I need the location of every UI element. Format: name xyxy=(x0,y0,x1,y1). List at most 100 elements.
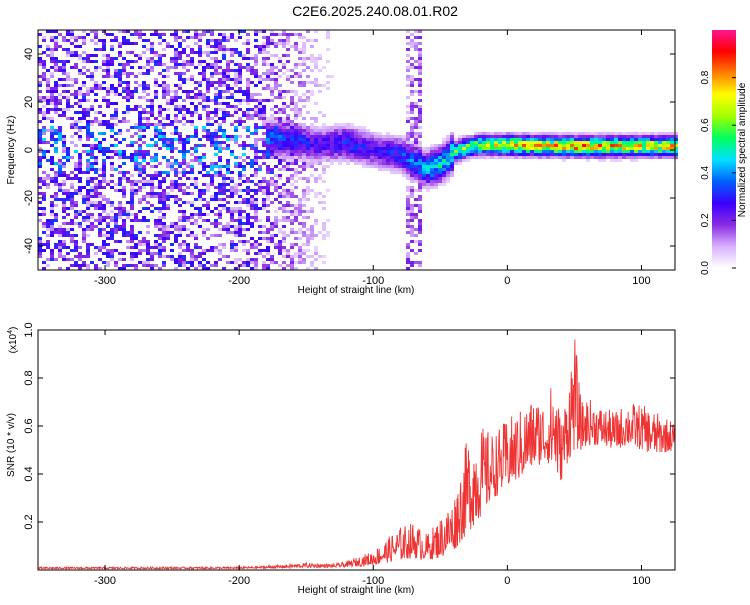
spectrogram-cell xyxy=(142,117,146,120)
spectrogram-cell xyxy=(126,180,130,183)
spectrogram-cell xyxy=(106,183,110,186)
spectrogram-cell xyxy=(50,162,54,165)
spectrogram-cell xyxy=(498,132,502,135)
spectrogram-cell xyxy=(86,225,90,228)
spectrogram-cell xyxy=(154,129,158,132)
spectrogram-cell xyxy=(162,201,166,204)
spectrogram-cell xyxy=(418,261,422,264)
spectrogram-cell xyxy=(162,213,166,216)
spectrogram-cell xyxy=(162,198,166,201)
spectrogram-cell xyxy=(594,150,598,153)
spectrogram-cell xyxy=(518,135,522,138)
spectrogram-cell xyxy=(266,198,270,201)
spectrogram-cell xyxy=(182,225,186,228)
y-tick-label: 0.2 xyxy=(23,514,35,529)
spectrogram-cell xyxy=(54,57,58,60)
spectrogram-cell xyxy=(178,243,182,246)
spectrogram-cell xyxy=(114,213,118,216)
spectrogram-cell xyxy=(534,153,538,156)
spectrogram-cell xyxy=(138,219,142,222)
spectrogram-cell xyxy=(82,264,86,267)
spectrogram-cell xyxy=(370,156,374,159)
spectrogram-cell xyxy=(546,138,550,141)
spectrogram-cell xyxy=(150,48,154,51)
spectrogram-cell xyxy=(182,78,186,81)
spectrogram-cell xyxy=(274,234,278,237)
spectrogram-cell xyxy=(290,150,294,153)
spectrogram-cell xyxy=(102,150,106,153)
spectrogram-cell xyxy=(98,123,102,126)
spectrogram-cell xyxy=(266,189,270,192)
spectrogram-cell xyxy=(222,114,226,117)
spectrogram-cell xyxy=(286,180,290,183)
spectrogram-cell xyxy=(302,249,306,252)
spectrogram-cell xyxy=(90,225,94,228)
spectrogram-cell xyxy=(222,177,226,180)
spectrogram-cell xyxy=(538,141,542,144)
spectrogram-cell xyxy=(138,171,142,174)
spectrogram-cell xyxy=(546,132,550,135)
spectrogram-cell xyxy=(86,171,90,174)
spectrogram-cell xyxy=(194,213,198,216)
spectrogram-cell xyxy=(318,129,322,132)
spectrogram-cell xyxy=(158,216,162,219)
spectrogram-cell xyxy=(90,243,94,246)
spectrogram-cell xyxy=(130,33,134,36)
spectrogram-cell xyxy=(266,210,270,213)
spectrogram-cell xyxy=(478,147,482,150)
spectrogram-cell xyxy=(418,66,422,69)
spectrogram-cell xyxy=(70,240,74,243)
spectrogram-cell xyxy=(198,144,202,147)
spectrogram-cell xyxy=(222,204,226,207)
spectrogram-cell xyxy=(302,216,306,219)
spectrogram-cell xyxy=(414,213,418,216)
spectrogram-cell xyxy=(58,267,62,270)
spectrogram-cell xyxy=(378,150,382,153)
spectrogram-cell xyxy=(230,216,234,219)
spectrogram-cell xyxy=(174,162,178,165)
spectrogram-cell xyxy=(286,234,290,237)
spectrogram-cell xyxy=(146,195,150,198)
spectrogram-cell xyxy=(122,192,126,195)
spectrogram-cell xyxy=(294,141,298,144)
spectrogram-cell xyxy=(358,138,362,141)
spectrogram-cell xyxy=(118,69,122,72)
spectrogram-cell xyxy=(114,183,118,186)
spectrogram-cell xyxy=(182,138,186,141)
spectrogram-cell xyxy=(42,39,46,42)
spectrogram-cell xyxy=(222,183,226,186)
spectrogram-cell xyxy=(166,99,170,102)
spectrogram-cell xyxy=(194,87,198,90)
spectrogram-cell xyxy=(190,234,194,237)
spectrogram-cell xyxy=(50,36,54,39)
spectrogram-cell xyxy=(110,126,114,129)
spectrogram-cell xyxy=(414,132,418,135)
spectrogram-cell xyxy=(238,36,242,39)
spectrogram-cell xyxy=(202,183,206,186)
spectrogram-cell xyxy=(162,96,166,99)
spectrogram-cell xyxy=(202,228,206,231)
spectrogram-cell xyxy=(638,141,642,144)
spectrogram-cell xyxy=(566,132,570,135)
spectrogram-cell xyxy=(310,162,314,165)
spectrogram-cell xyxy=(78,111,82,114)
spectrogram-cell xyxy=(410,228,414,231)
spectrogram-cell xyxy=(158,255,162,258)
spectrogram-cell xyxy=(50,129,54,132)
spectrogram-cell xyxy=(130,225,134,228)
spectrogram-cell xyxy=(122,258,126,261)
spectrogram-cell xyxy=(322,135,326,138)
spectrogram-cell xyxy=(218,213,222,216)
spectrogram-cell xyxy=(202,165,206,168)
spectrogram-cell xyxy=(406,105,410,108)
spectrogram-cell xyxy=(638,153,642,156)
spectrogram-cell xyxy=(78,186,82,189)
spectrogram-cell xyxy=(202,231,206,234)
spectrogram-cell xyxy=(282,123,286,126)
spectrogram-cell xyxy=(238,144,242,147)
spectrogram-cell xyxy=(442,171,446,174)
spectrogram-cell xyxy=(126,99,130,102)
spectrogram-cell xyxy=(82,108,86,111)
spectrogram-cell xyxy=(418,60,422,63)
spectrogram-cell xyxy=(122,72,126,75)
